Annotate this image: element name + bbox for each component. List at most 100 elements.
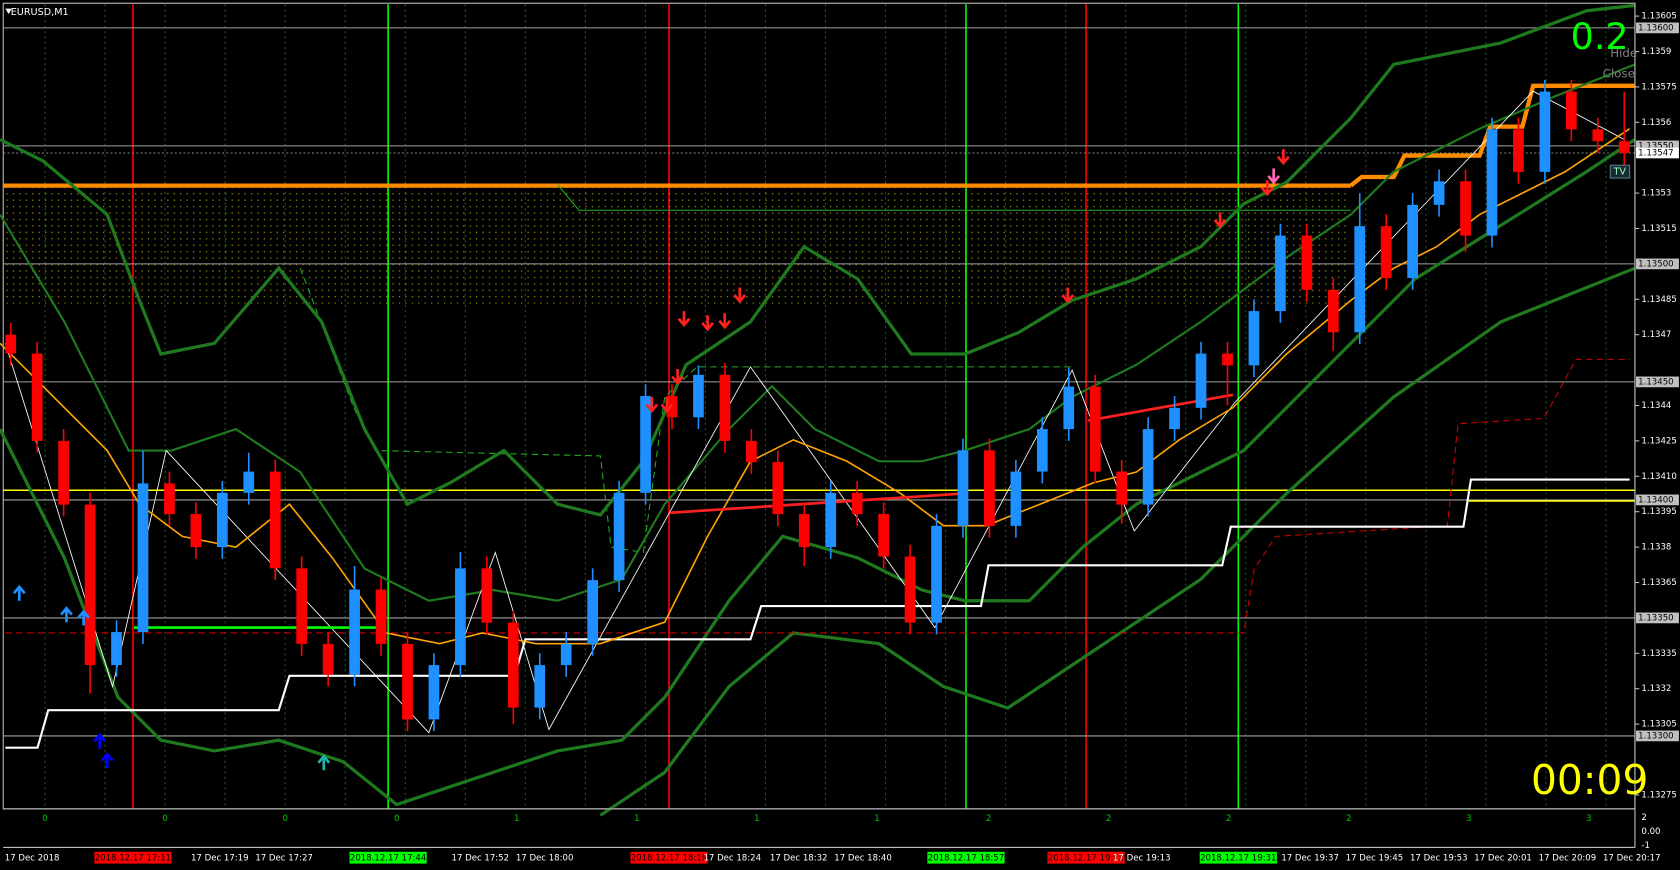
tv-button[interactable]: TV (1613, 167, 1627, 178)
candle-body (1354, 226, 1366, 333)
symbol-label: EURUSD,M1 (11, 7, 69, 18)
sub-label: 1 (634, 814, 639, 824)
y-tick-label: 1.1353 (1641, 189, 1671, 199)
candle-body (1301, 235, 1313, 290)
candle-body (428, 665, 440, 720)
candle-body (481, 568, 493, 623)
candle-body (1142, 429, 1154, 505)
marker-box (1047, 851, 1125, 864)
candle-body (1380, 226, 1392, 279)
sub-label: 0 (394, 814, 399, 824)
candle-body (216, 492, 228, 548)
candle-body (745, 440, 757, 463)
red-step (5, 358, 1630, 634)
y-tick-label: 1.1356 (1641, 118, 1671, 128)
candle-body (507, 622, 519, 708)
candle-body (349, 589, 360, 675)
candle-body (534, 665, 546, 708)
sub-scale: -1 (1641, 841, 1650, 851)
close-button[interactable]: Close (1603, 67, 1635, 81)
candle-body (190, 514, 202, 548)
candle-body (1063, 386, 1075, 430)
marker-label: 2018.12.17 17:11 (95, 854, 171, 864)
orange-step (1349, 83, 1635, 188)
candle-body (269, 471, 281, 569)
candle-body (587, 580, 599, 644)
current-price-box (1636, 147, 1679, 159)
candle-body (58, 440, 69, 505)
y-tick-label: 1.13365 (1641, 578, 1676, 588)
time-label: 17 Dec 20:01 (1474, 854, 1532, 864)
y-tick-label: 1.13395 (1641, 507, 1676, 517)
down-arrow (1213, 212, 1227, 229)
candle-body (375, 589, 387, 644)
candle-body (1565, 91, 1577, 130)
down-arrow (660, 396, 674, 413)
sub-label: 1 (754, 814, 759, 824)
candle-body (1618, 141, 1630, 153)
level-box (1636, 258, 1679, 270)
sub-label: 3 (1466, 814, 1471, 824)
sub-label: 1 (874, 814, 879, 824)
time-label: 17 Dec 19:37 (1281, 854, 1339, 864)
candle-body (560, 643, 572, 666)
candle-body (137, 483, 149, 633)
level-label: 1.13500 (1638, 259, 1673, 269)
time-label: 17 Dec 2018 (5, 854, 60, 864)
marker-label: 2018.12.17 19:31 (1200, 854, 1276, 864)
level-label: 1.13400 (1638, 495, 1673, 505)
marker-label: 2018.12.17 19:12 (1048, 854, 1124, 864)
candle-body (1089, 386, 1101, 472)
hide-button[interactable]: Hide (1610, 46, 1637, 60)
candle-body (878, 514, 889, 557)
up-arrow (100, 752, 114, 769)
down-arrow (1267, 168, 1281, 185)
level-box (1636, 22, 1679, 34)
candle-body (402, 643, 413, 720)
candle-body (798, 514, 810, 548)
sub-label: 2 (1106, 814, 1111, 824)
candle-body (825, 492, 837, 548)
candle-body (1169, 407, 1180, 430)
white-step (5, 478, 1630, 749)
level-box (1636, 730, 1679, 742)
marker-box (630, 851, 708, 864)
candle-body (1010, 471, 1022, 526)
time-label: 17 Dec 18:00 (516, 854, 574, 864)
red-arrow-line (1087, 393, 1234, 422)
candle-body (719, 374, 731, 441)
tv-box[interactable] (1609, 164, 1631, 179)
candle-body (31, 353, 43, 441)
sub-label: 1 (514, 814, 519, 824)
candle-body (1327, 289, 1339, 333)
level-label: 1.13550 (1638, 141, 1673, 151)
candle-body (1036, 429, 1048, 472)
marker-label: 2018.12.17 18:19 (631, 854, 707, 864)
band-upper (0, 3, 1636, 517)
down-arrow (733, 287, 747, 304)
candle-body (1460, 181, 1471, 236)
time-label: 17 Dec 20:17 (1603, 854, 1661, 864)
marker-box (927, 851, 1005, 864)
candle-body (111, 632, 122, 666)
y-tick-label: 1.1347 (1641, 330, 1671, 340)
marker-box (1199, 851, 1277, 864)
overlay-value: 0.2 (1571, 15, 1629, 58)
candle-body (613, 492, 625, 581)
level-label: 1.13450 (1638, 377, 1673, 387)
green-line (557, 184, 1351, 211)
sub-label: 2 (986, 814, 991, 824)
candles (5, 79, 1630, 732)
level-label: 1.13350 (1638, 613, 1673, 623)
marker-box (94, 851, 172, 864)
candle-body (322, 643, 334, 675)
up-arrow (93, 732, 107, 749)
down-arrow (671, 369, 684, 386)
moving-average (0, 128, 1631, 645)
time-label: 17 Dec 19:45 (1346, 854, 1404, 864)
y-tick-label: 1.1338 (1641, 543, 1671, 553)
sub-label: 0 (42, 814, 47, 824)
time-label: 17 Dec 18:32 (770, 854, 828, 864)
